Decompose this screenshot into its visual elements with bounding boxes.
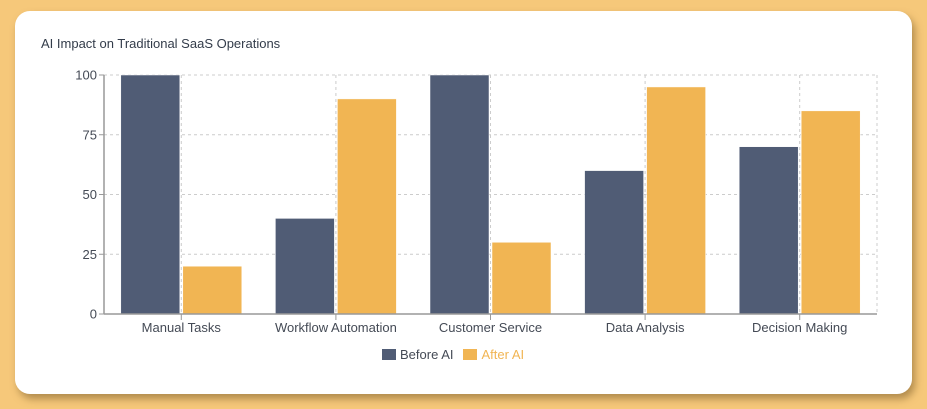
- x-tick-label: Manual Tasks: [142, 320, 222, 335]
- bar-before-ai[interactable]: [584, 170, 644, 315]
- bar-after-ai[interactable]: [182, 265, 243, 315]
- bar-before-ai[interactable]: [429, 74, 490, 315]
- x-tick-label: Customer Service: [439, 320, 542, 335]
- x-tick-label: Workflow Automation: [275, 320, 397, 335]
- bar-after-ai[interactable]: [337, 98, 397, 315]
- y-tick-label: 0: [90, 307, 97, 322]
- x-axis-labels: Manual Tasks Workflow Automation Customer …: [142, 320, 848, 335]
- legend-swatch-before-ai: [382, 349, 396, 360]
- legend-item-after-ai[interactable]: After AI: [463, 347, 524, 362]
- y-tick-label: 100: [75, 68, 97, 83]
- y-tick-label: 50: [83, 187, 97, 202]
- bar-before-ai[interactable]: [275, 218, 335, 315]
- x-tick-label: Decision Making: [752, 320, 847, 335]
- bar-after-ai[interactable]: [491, 242, 552, 315]
- bar-after-ai[interactable]: [800, 110, 861, 315]
- chart-title: AI Impact on Traditional SaaS Operations: [41, 36, 281, 51]
- y-tick-label: 25: [83, 247, 97, 262]
- bars: [120, 74, 861, 315]
- y-tick-label: 75: [83, 127, 97, 142]
- bar-before-ai[interactable]: [120, 74, 181, 315]
- legend-swatch-after-ai: [463, 349, 478, 360]
- x-tick-label: Data Analysis: [606, 320, 685, 335]
- legend-label-before-ai: Before AI: [400, 347, 454, 362]
- bar-before-ai[interactable]: [738, 146, 799, 315]
- bar-after-ai[interactable]: [646, 86, 706, 315]
- legend-item-before-ai[interactable]: Before AI: [382, 347, 453, 362]
- y-axis-labels: 0 25 50 75 100: [75, 68, 97, 322]
- axes: [99, 74, 877, 320]
- legend-label-after-ai: After AI: [481, 347, 525, 362]
- legend: Before AI After AI: [382, 347, 534, 362]
